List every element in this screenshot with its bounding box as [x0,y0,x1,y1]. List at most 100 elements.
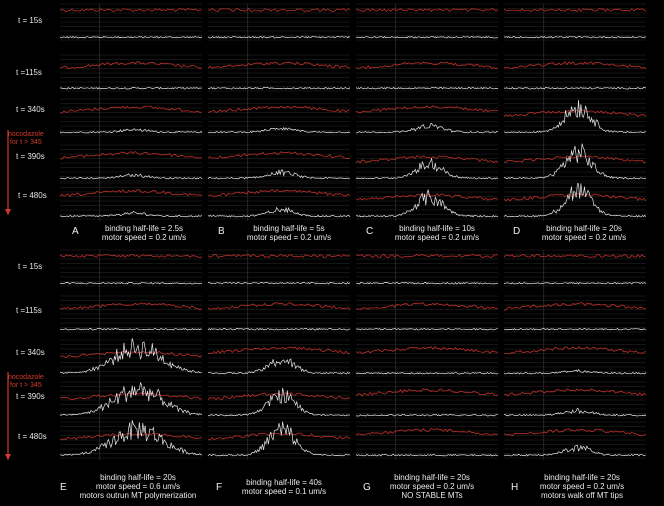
motor-density-trace [503,100,647,134]
mt-density-trace [207,105,351,114]
caption-e: binding half-life = 20s motor speed = 0.… [70,473,206,500]
nocodazole-arrow-head [5,209,11,215]
caption-g-line3: NO STABLE MTs [401,491,463,500]
motor-density-trace [59,338,202,375]
caption-a: binding half-life = 2.5s motor speed = 0… [84,224,204,242]
mt-density-trace [60,105,203,114]
mt-density-trace [207,302,351,311]
motor-density-trace [207,387,351,417]
motor-density-trace [503,35,647,39]
time-label-115s-top: t =115s [16,68,42,77]
caption-f: binding half-life = 40s motor speed = 0.… [224,478,344,496]
motor-density-trace [208,281,351,285]
caption-g: binding half-life = 20s motor speed = 0.… [372,473,492,500]
mt-density-trace [59,302,203,310]
motor-density-trace [59,173,203,180]
motor-density-trace [59,381,203,416]
caption-h-line1: binding half-life = 20s [544,473,620,482]
mt-density-trace [503,428,647,437]
caption-a-line1: binding half-life = 2.5s [104,224,184,233]
caption-b-line1: binding half-life = 5s [253,224,325,233]
mt-density-trace [503,302,647,311]
mt-density-trace [503,109,647,118]
mt-density-trace [503,8,647,13]
motor-density-trace [207,169,351,180]
motor-density-trace [207,358,351,375]
mt-density-trace [355,346,499,355]
mt-density-trace [59,189,203,198]
mt-density-trace [355,8,499,12]
nocodazole-line2: for t > 345 [10,382,42,389]
motor-density-trace [503,281,647,285]
motor-density-trace [355,35,499,39]
caption-f-line2: motor speed = 0.1 um/s [241,487,327,496]
caption-g-line1: binding half-life = 20s [394,473,470,482]
mt-density-trace [503,193,647,202]
mt-density-trace [207,151,351,160]
time-label-340s-bottom: t = 340s [16,348,45,357]
motor-density-trace [355,371,499,375]
motor-density-trace [355,86,499,90]
caption-c-line2: motor speed = 0.2 um/s [394,233,480,242]
motor-density-trace [207,126,351,134]
time-label-390s-top: t = 390s [16,152,45,161]
nocodazole-line1: nocodazole [8,374,44,381]
caption-d-line1: binding half-life = 20s [546,224,622,233]
caption-f-line1: binding half-life = 40s [246,478,322,487]
panel-letter-b: B [218,226,225,237]
nocodazole-note-top: nocodazole for t > 345 [8,131,44,147]
mt-density-trace [355,155,499,164]
caption-e-line3: motors outrun MT polymerization [79,491,197,500]
caption-e-line2: motor speed = 0.6 um/s [95,482,181,491]
mt-density-trace [207,253,351,258]
motor-density-trace [503,143,647,180]
caption-e-line1: binding half-life = 20s [100,473,176,482]
caption-h-line2: motor speed = 0.2 um/s [539,482,625,491]
nocodazole-line1: nocodazole [8,131,44,138]
panel-letter-g: G [363,482,371,493]
panel-letter-d: D [513,226,521,237]
nocodazole-line2: for t > 345 [10,139,42,146]
caption-b: binding half-life = 5s motor speed = 0.2… [229,224,349,242]
caption-g-line2: motor speed = 0.2 um/s [389,482,475,491]
caption-b-line2: motor speed = 0.2 um/s [246,233,332,242]
mt-density-trace [355,388,499,397]
caption-c: binding half-life = 10s motor speed = 0.… [377,224,497,242]
mt-density-trace [59,254,203,258]
panel-letter-a: A [72,226,79,237]
caption-a-line2: motor speed = 0.2 um/s [101,233,187,242]
motor-density-trace [355,157,499,180]
motor-density-trace [503,444,647,457]
panel-letter-e: E [60,482,67,493]
time-label-480s-top: t = 480s [18,191,47,200]
motor-density-trace [355,281,499,285]
motor-density-trace [503,327,647,331]
mt-density-trace [207,189,351,197]
mt-density-trace [59,392,203,400]
mt-density-trace [503,388,647,397]
motor-density-trace [59,128,203,134]
motor-density-trace [503,86,647,90]
time-label-15s-bottom: t = 15s [18,262,43,271]
mt-density-trace [59,431,203,441]
mt-density-trace [59,150,203,160]
mt-density-trace [59,350,203,359]
mt-density-trace [207,432,351,441]
motor-density-trace [355,413,498,417]
motor-density-trace [503,368,647,375]
panel-letter-h: H [511,482,519,493]
mt-density-trace [207,392,351,401]
motor-density-trace [207,206,351,218]
motor-density-trace [59,420,203,457]
motor-density-trace [207,327,351,331]
mt-density-trace [503,155,647,164]
caption-h-line3: motors walk off MT tips [541,491,623,500]
motor-density-trace [355,327,499,331]
motor-density-trace [355,453,499,457]
motor-density-trace [207,86,351,90]
motor-density-trace [503,183,647,218]
motor-density-trace [207,35,351,39]
motor-density-trace [59,210,203,218]
motor-density-trace [356,122,499,134]
